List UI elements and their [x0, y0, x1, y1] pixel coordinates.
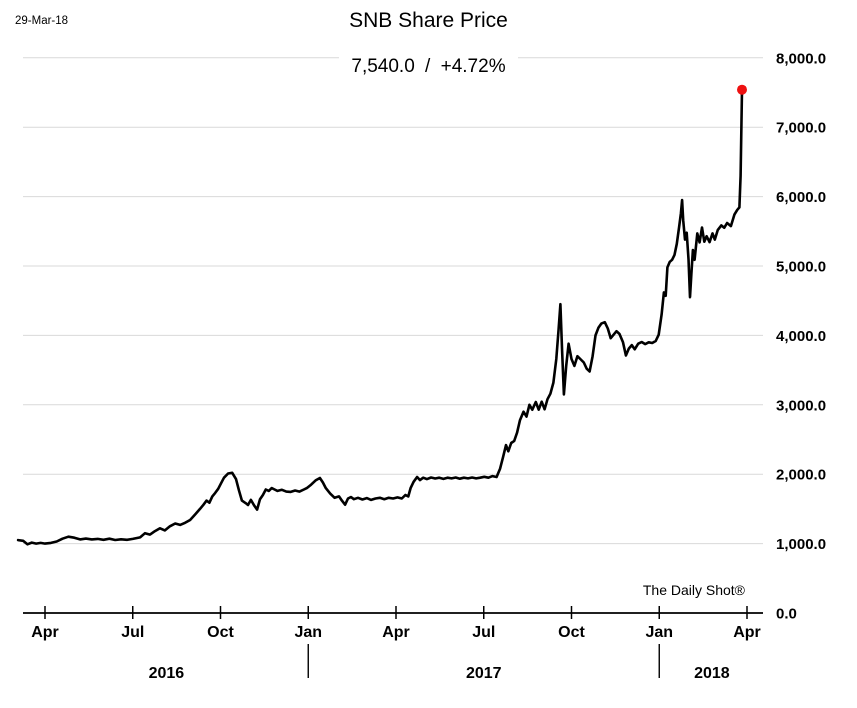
price-series [16, 84, 747, 546]
y-tick-label: 2,000.0 [776, 467, 826, 484]
y-tick-label: 1,000.0 [776, 536, 826, 553]
x-tick-label: Jan [294, 624, 322, 641]
axes [23, 606, 763, 678]
y-tick-label: 7,000.0 [776, 120, 826, 137]
x-tick-label: Jul [472, 624, 495, 641]
axis-labels: Apr Jul Oct Jan Apr Jul Oct Jan Apr 2016 2017 2018 0… [31, 50, 826, 682]
year-label: 2018 [694, 665, 730, 682]
price-line [16, 88, 744, 546]
gridlines [23, 57, 763, 545]
year-label: 2016 [149, 665, 185, 682]
chart-title: SNB Share Price [349, 9, 508, 32]
y-tick-label: 6,000.0 [776, 189, 826, 206]
x-tick-label: Jan [645, 624, 673, 641]
y-tick-label: 0.0 [776, 606, 797, 623]
x-tick-label: Oct [207, 624, 234, 641]
x-tick-label: Oct [558, 624, 585, 641]
credit-daily-shot: The Daily Shot® [642, 582, 745, 598]
year-label: 2017 [466, 665, 502, 682]
x-tick-label: Apr [31, 624, 59, 641]
last-price-marker [737, 84, 747, 95]
date-label: 29-Mar-18 [15, 15, 69, 27]
x-tick-label: Apr [733, 624, 761, 641]
y-tick-label: 4,000.0 [776, 328, 826, 345]
x-tick-label: Jul [121, 624, 144, 641]
last-price-and-change: 7,540.0 / +4.72% [339, 54, 518, 80]
subtitle-wrap: 7,540.0 / +4.72% [0, 54, 857, 80]
y-tick-label: 3,000.0 [776, 397, 826, 414]
x-tick-label: Apr [382, 624, 410, 641]
y-tick-label: 5,000.0 [776, 259, 826, 276]
y-tick-label: 8,000.0 [776, 50, 826, 67]
